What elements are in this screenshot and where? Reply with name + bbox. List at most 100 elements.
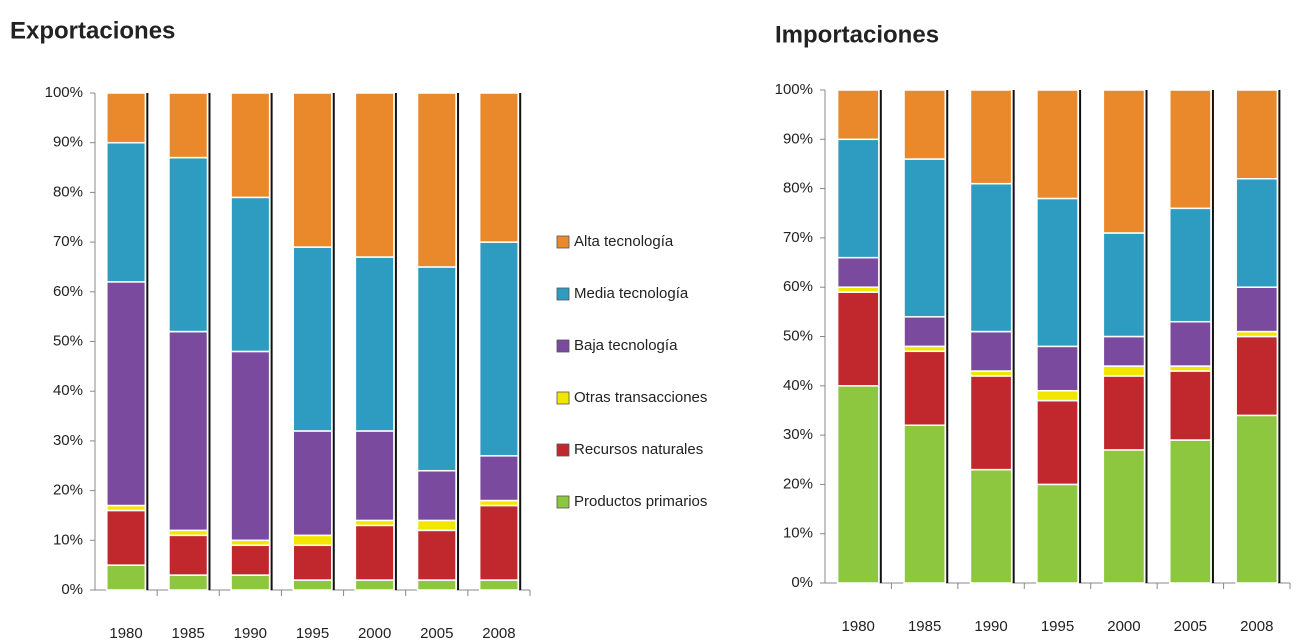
legend-label: Productos primarios xyxy=(574,493,707,510)
bar-segment xyxy=(292,544,333,581)
x-tick-label: 2005 xyxy=(1174,618,1207,635)
bar-segment xyxy=(292,92,333,248)
bar-segment xyxy=(230,196,271,353)
bar-segment xyxy=(416,529,457,581)
bar-segment xyxy=(1102,375,1146,451)
legend-swatch xyxy=(556,495,570,509)
bar-segment xyxy=(1036,399,1079,486)
bar-segment xyxy=(354,524,395,581)
bar-segment xyxy=(230,544,271,576)
bar-segment xyxy=(478,241,519,457)
bar-segment xyxy=(969,89,1013,185)
bar-segment xyxy=(478,504,519,581)
y-tick-label: 40% xyxy=(783,377,813,394)
y-tick-label: 10% xyxy=(783,525,813,542)
bar-segment xyxy=(1235,89,1279,180)
legend-swatch xyxy=(556,339,570,353)
x-tick-label: 1980 xyxy=(109,625,142,642)
legend-swatch xyxy=(556,391,570,405)
y-tick-label: 80% xyxy=(783,180,813,197)
bar-segment xyxy=(292,430,333,537)
bar-segment xyxy=(230,574,271,591)
bar-segment xyxy=(416,519,457,532)
bar-segment xyxy=(1102,232,1146,338)
bar-segment xyxy=(230,92,271,199)
bar-segment xyxy=(416,469,457,522)
y-tick-label: 30% xyxy=(783,426,813,443)
bar-segment xyxy=(969,330,1013,372)
bar-segment xyxy=(969,468,1013,584)
bar-segment xyxy=(478,455,519,502)
bar-segment xyxy=(1235,335,1279,417)
bar-segment xyxy=(836,256,880,288)
x-tick-label: 2005 xyxy=(420,625,453,642)
x-tick-label: 2000 xyxy=(358,625,391,642)
y-tick-label: 80% xyxy=(53,183,83,200)
bar-segment xyxy=(1169,207,1212,323)
bar-segment xyxy=(478,92,519,243)
legend-swatch xyxy=(556,443,570,457)
bar-segment xyxy=(416,579,457,591)
chart-title: Importaciones xyxy=(775,21,939,48)
bar-segment xyxy=(903,350,946,426)
bar-segment xyxy=(1235,177,1279,288)
legend-label: Media tecnología xyxy=(574,285,689,302)
bar-segment xyxy=(1102,89,1146,234)
bar-segment xyxy=(416,266,457,472)
x-tick-label: 2008 xyxy=(482,625,515,642)
bar-segment xyxy=(478,579,519,591)
x-tick-label: 1995 xyxy=(1041,618,1074,635)
y-tick-label: 70% xyxy=(53,233,83,250)
bar-segment xyxy=(969,375,1013,471)
x-tick-label: 1990 xyxy=(974,618,1007,635)
y-tick-label: 90% xyxy=(53,134,83,151)
bar-segment xyxy=(168,574,209,591)
y-tick-label: 50% xyxy=(783,327,813,344)
bar-segment xyxy=(106,141,147,283)
x-tick-label: 1980 xyxy=(842,618,875,635)
x-tick-label: 2008 xyxy=(1240,618,1273,635)
bar-segment xyxy=(836,385,880,584)
y-tick-label: 10% xyxy=(53,531,83,548)
y-tick-label: 60% xyxy=(53,283,83,300)
y-tick-label: 60% xyxy=(783,278,813,295)
bar-segment xyxy=(292,534,333,547)
bar-segment xyxy=(1036,197,1079,348)
x-tick-label: 2000 xyxy=(1107,618,1140,635)
bar-segment xyxy=(903,89,946,160)
y-tick-label: 20% xyxy=(53,482,83,499)
bar-segment xyxy=(354,92,395,258)
bar-segment xyxy=(168,156,209,333)
bar-segment xyxy=(836,138,880,259)
y-tick-label: 100% xyxy=(775,81,813,98)
bar-segment xyxy=(1235,286,1279,333)
bar-segment xyxy=(1036,345,1079,392)
bar-segment xyxy=(1102,365,1146,377)
y-tick-label: 50% xyxy=(53,332,83,349)
bar-segment xyxy=(1169,89,1212,210)
bar-segment xyxy=(416,92,457,268)
y-tick-label: 0% xyxy=(791,574,813,591)
bar-segment xyxy=(292,246,333,432)
y-tick-label: 0% xyxy=(61,581,83,598)
x-tick-label: 1990 xyxy=(234,625,267,642)
bar-segment xyxy=(354,256,395,432)
bar-segment xyxy=(230,350,271,542)
bar-segment xyxy=(106,564,147,591)
bar-segment xyxy=(1169,370,1212,441)
legend-label: Recursos naturales xyxy=(574,441,703,458)
bar-segment xyxy=(903,158,946,318)
legend-swatch xyxy=(556,287,570,301)
legend-label: Baja tecnología xyxy=(574,337,678,354)
y-tick-label: 40% xyxy=(53,382,83,399)
x-tick-label: 1995 xyxy=(296,625,329,642)
bar-segment xyxy=(292,579,333,591)
y-tick-label: 70% xyxy=(783,229,813,246)
bar-segment xyxy=(168,534,209,576)
legend-label: Alta tecnología xyxy=(574,233,674,250)
chart-title: Exportaciones xyxy=(10,17,175,44)
x-tick-label: 1985 xyxy=(908,618,941,635)
bar-segment xyxy=(969,182,1013,333)
legend-label: Otras transacciones xyxy=(574,389,707,406)
bar-segment xyxy=(1235,414,1279,584)
